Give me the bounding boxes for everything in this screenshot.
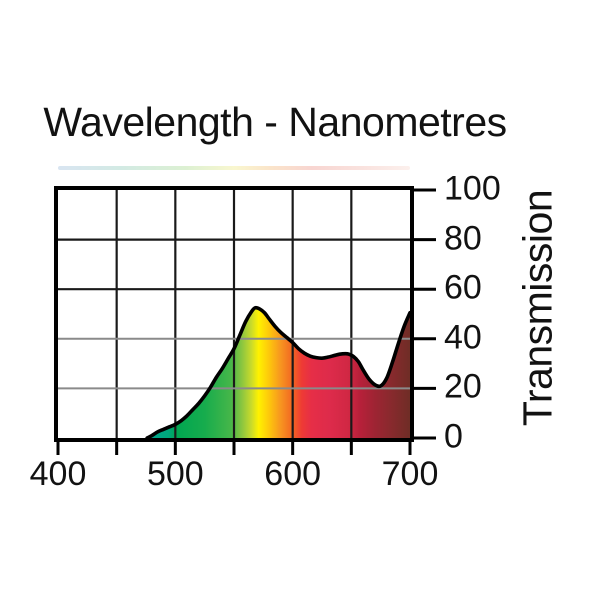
x-tick-label-400: 400	[29, 455, 87, 493]
spectrum-strip	[58, 166, 410, 170]
y-tick-label-100: 100	[444, 169, 501, 208]
y-tick-label-80: 80	[444, 219, 482, 258]
y-axis-title: Transmission	[514, 189, 561, 427]
y-tick-label-60: 60	[444, 268, 482, 307]
chart-title: Wavelength - Nanometres	[43, 99, 507, 145]
y-tick-label-40: 40	[444, 318, 482, 357]
y-tick-label-0: 0	[444, 417, 463, 456]
x-tick-label-600: 600	[264, 455, 322, 493]
x-tick-label-500: 500	[146, 455, 204, 493]
y-tick-label-20: 20	[444, 368, 482, 407]
x-tick-label-700: 700	[381, 455, 439, 493]
